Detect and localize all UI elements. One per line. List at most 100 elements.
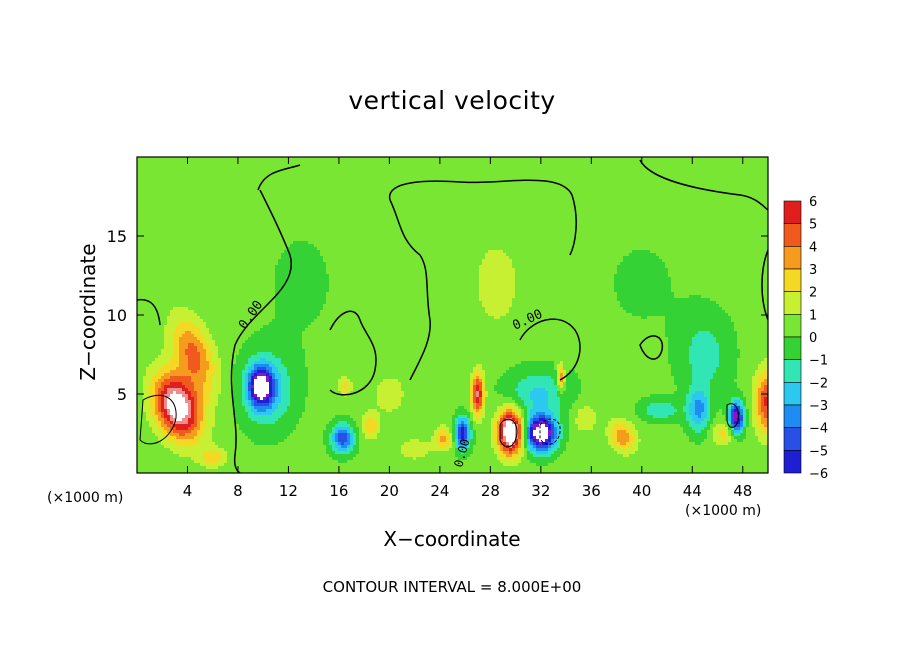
heatmap-cell — [176, 160, 180, 164]
heatmap-cell — [743, 205, 747, 209]
heatmap-cell — [722, 208, 726, 212]
heatmap-cell — [266, 217, 270, 221]
heatmap-cell — [668, 202, 672, 206]
heatmap-cell — [167, 205, 171, 209]
heatmap-cell — [218, 226, 222, 230]
heatmap-cell — [557, 163, 561, 167]
heatmap-cell — [539, 202, 543, 206]
heatmap-cell — [632, 160, 636, 164]
heatmap-cell — [695, 202, 699, 206]
heatmap-cell — [239, 169, 243, 173]
heatmap-cell — [236, 190, 240, 194]
heatmap-cell — [683, 178, 687, 182]
heatmap-cell — [581, 190, 585, 194]
heatmap-cell — [161, 190, 165, 194]
heatmap-cell — [419, 199, 423, 203]
heatmap-cell — [692, 181, 696, 185]
heatmap-cell — [584, 214, 588, 218]
heatmap-cell — [329, 175, 333, 179]
heatmap-cell — [686, 190, 690, 194]
heatmap-cell — [617, 175, 621, 179]
heatmap-cell — [611, 166, 615, 170]
heatmap-cell — [344, 175, 348, 179]
heatmap-cell — [356, 202, 360, 206]
heatmap-cell — [650, 178, 654, 182]
heatmap-cell — [488, 169, 492, 173]
heatmap-cell — [638, 175, 642, 179]
heatmap-cell — [275, 175, 279, 179]
heatmap-cell — [590, 208, 594, 212]
heatmap-cell — [353, 166, 357, 170]
heatmap-cell — [500, 208, 504, 212]
heatmap-cell — [590, 217, 594, 221]
heatmap-cell — [554, 205, 558, 209]
heatmap-cell — [293, 202, 297, 206]
heatmap-cell — [149, 217, 153, 221]
heatmap-cell — [320, 178, 324, 182]
heatmap-cell — [638, 208, 642, 212]
heatmap-cell — [506, 223, 510, 227]
heatmap-cell — [467, 163, 471, 167]
heatmap-cell — [398, 175, 402, 179]
heatmap-cell — [674, 211, 678, 215]
heatmap-cell — [194, 166, 198, 170]
heatmap-cell — [680, 193, 684, 197]
heatmap-cell — [311, 211, 315, 215]
heatmap-cell — [704, 205, 708, 209]
heatmap-cell — [173, 208, 177, 212]
heatmap-cell — [578, 217, 582, 221]
heatmap-cell — [143, 208, 147, 212]
heatmap-cell — [266, 181, 270, 185]
heatmap-cell — [188, 181, 192, 185]
heatmap-cell — [461, 214, 465, 218]
heatmap-cell — [344, 160, 348, 164]
heatmap-cell — [686, 214, 690, 218]
heatmap-cell — [377, 175, 381, 179]
heatmap-cell — [746, 178, 750, 182]
heatmap-cell — [488, 202, 492, 206]
heatmap-cell — [386, 217, 390, 221]
heatmap-cell — [200, 193, 204, 197]
heatmap-cell — [224, 172, 228, 176]
heatmap-cell — [191, 190, 195, 194]
heatmap-cell — [707, 181, 711, 185]
heatmap-cell — [725, 223, 729, 227]
heatmap-cell — [230, 226, 234, 230]
heatmap-cell — [689, 211, 693, 215]
heatmap-cell — [515, 172, 519, 176]
heatmap-cell — [623, 211, 627, 215]
heatmap-cell — [371, 208, 375, 212]
heatmap-cell — [530, 169, 534, 173]
heatmap-cell — [416, 175, 420, 179]
heatmap-cell — [338, 169, 342, 173]
heatmap-cell — [401, 223, 405, 227]
heatmap-cell — [752, 202, 756, 206]
heatmap-cell — [497, 226, 501, 230]
heatmap-cell — [575, 187, 579, 191]
heatmap-cell — [656, 181, 660, 185]
heatmap-cell — [500, 202, 504, 206]
heatmap-cell — [482, 214, 486, 218]
heatmap-cell — [251, 160, 255, 164]
heatmap-cell — [419, 196, 423, 200]
heatmap-cell — [731, 163, 735, 167]
heatmap-cell — [506, 169, 510, 173]
heatmap-cell — [275, 184, 279, 188]
heatmap-cell — [494, 169, 498, 173]
heatmap-cell — [455, 217, 459, 221]
heatmap-cell — [371, 160, 375, 164]
heatmap-cell — [296, 178, 300, 182]
heatmap-cell — [140, 214, 144, 218]
heatmap-cell — [599, 223, 603, 227]
heatmap-cell — [560, 166, 564, 170]
heatmap-cell — [374, 166, 378, 170]
heatmap-cell — [398, 181, 402, 185]
heatmap-cell — [677, 217, 681, 221]
heatmap-cell — [470, 196, 474, 200]
heatmap-cell — [182, 214, 186, 218]
heatmap-cell — [308, 202, 312, 206]
heatmap-cell — [509, 202, 513, 206]
heatmap-cell — [362, 166, 366, 170]
heatmap-cell — [533, 190, 537, 194]
heatmap-cell — [413, 160, 417, 164]
